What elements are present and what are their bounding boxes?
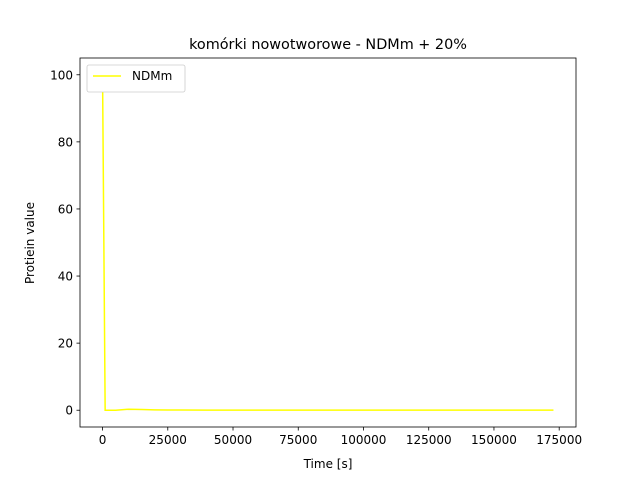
plot-frame bbox=[79, 57, 577, 428]
chart-title: komórki nowotworowe - NDMm + 20% bbox=[189, 37, 467, 53]
y-axis-label: Protiein value bbox=[23, 202, 37, 284]
legend: NDMm bbox=[86, 64, 186, 93]
x-tick-label: 125000 bbox=[406, 433, 452, 447]
x-tick-label: 150000 bbox=[471, 433, 517, 447]
x-tick-label: 100000 bbox=[341, 433, 387, 447]
y-tick-label: 40 bbox=[58, 270, 73, 284]
x-tick-label: 25000 bbox=[149, 433, 187, 447]
x-tick-label: 50000 bbox=[214, 433, 252, 447]
x-tick-label: 175000 bbox=[536, 433, 582, 447]
x-axis: 0 25000 50000 75000 100000 125000 150000 175000 bbox=[99, 427, 582, 447]
legend-box bbox=[86, 64, 186, 93]
x-tick-label: 75000 bbox=[279, 433, 317, 447]
y-tick-label: 80 bbox=[58, 135, 73, 149]
series-line-ndmm bbox=[101, 74, 554, 411]
x-axis-label: Time [s] bbox=[303, 457, 353, 471]
y-tick-label: 20 bbox=[58, 337, 73, 351]
y-tick-label: 100 bbox=[50, 68, 73, 82]
y-tick-label: 60 bbox=[58, 202, 73, 216]
x-tick-label: 0 bbox=[99, 433, 107, 447]
legend-label: NDMm bbox=[132, 69, 172, 83]
y-tick-label: 0 bbox=[65, 404, 73, 418]
y-axis: 0 20 40 60 80 100 bbox=[50, 68, 80, 418]
